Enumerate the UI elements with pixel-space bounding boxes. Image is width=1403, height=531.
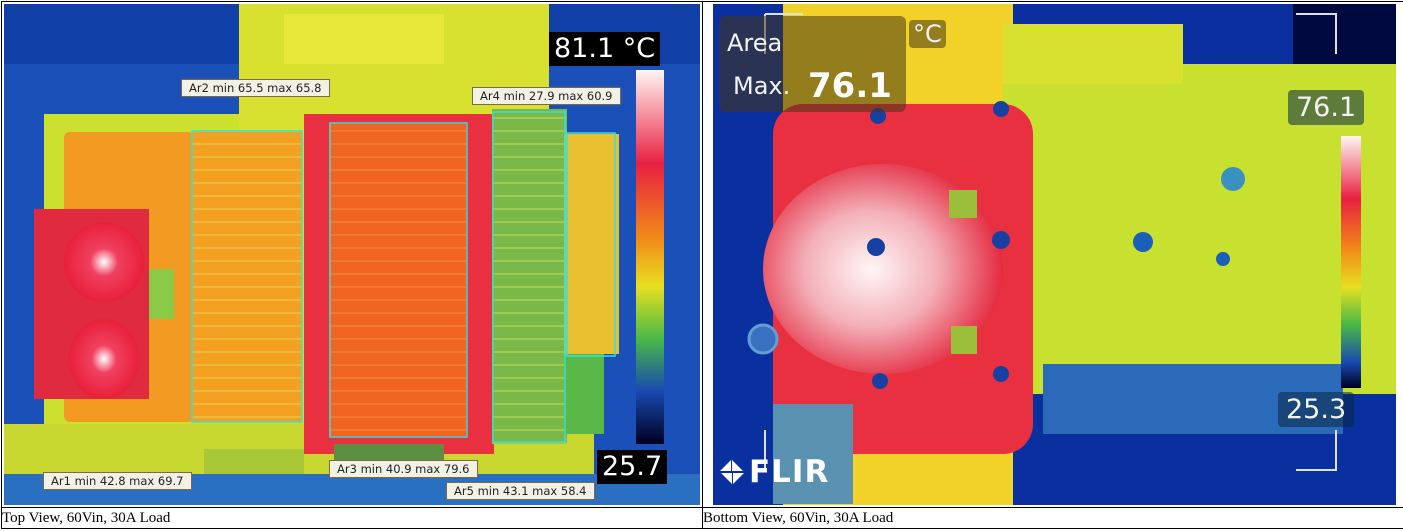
area-label-ar4: Ar4 min 27.9 max 60.9: [472, 87, 621, 105]
area-label-ar2: Ar2 min 65.5 max 65.8: [181, 79, 330, 97]
scale-min-label: 25.7: [597, 450, 668, 484]
top-view-caption: Top View, 60Vin, 30A Load: [1, 507, 703, 529]
area-label-ar3: Ar3 min 40.9 max 79.6: [329, 460, 478, 478]
measurement-box: [719, 16, 906, 112]
max-label: Max.: [733, 72, 791, 100]
flir-logo: FLIR: [719, 454, 829, 490]
area-label-ar1: Ar1 min 42.8 max 69.7: [43, 472, 192, 490]
scale-min-label: 25.3: [1278, 392, 1355, 427]
max-value: 76.1: [808, 66, 892, 106]
flir-logo-text: FLIR: [749, 454, 830, 490]
area-label-ar5: Ar5 min 43.1 max 58.4: [446, 482, 595, 500]
scale-max-label: 81.1 °C: [549, 32, 661, 66]
bottom-view-thermal-image: Area Max. 76.1 °C 76.1 25.3 FLIR: [713, 4, 1396, 505]
bottom-view-caption: Bottom View, 60Vin, 30A Load: [702, 507, 1403, 529]
flir-logo-icon: [720, 460, 744, 484]
scale-max-label: 76.1: [1288, 90, 1365, 125]
unit-label: °C: [909, 20, 946, 48]
area-title: Area: [727, 29, 783, 57]
top-view-thermal-image: 81.1 °C 25.7 Ar2 min 65.5 max 65.8 Ar4 m…: [4, 4, 700, 505]
top-view-cell: 81.1 °C 25.7 Ar2 min 65.5 max 65.8 Ar4 m…: [1, 1, 703, 508]
bottom-view-cell: Area Max. 76.1 °C 76.1 25.3 FLIR: [702, 1, 1403, 508]
